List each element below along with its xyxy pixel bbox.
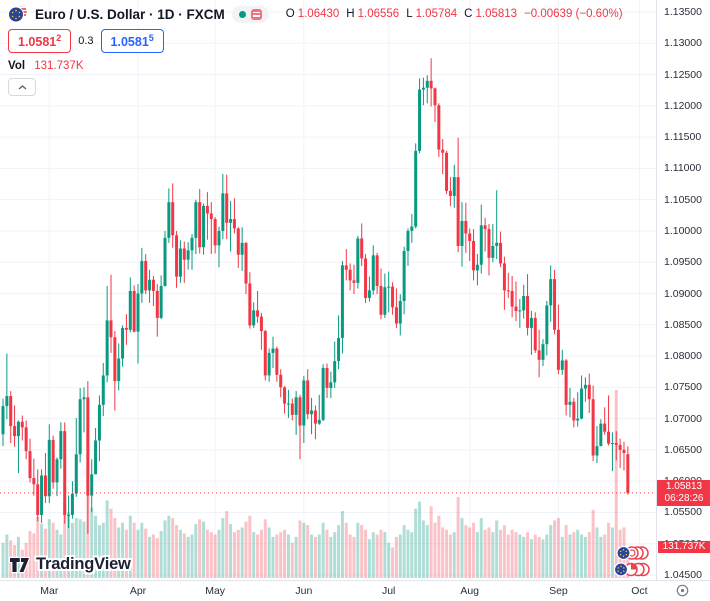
price-tick-label: 1.13500 [664,6,702,18]
time-tick-label: Mar [40,585,59,597]
price-tick-label: 1.11500 [664,131,702,144]
low-value: 1.05784 [415,8,458,20]
sell-button[interactable]: 1.05812 [8,29,72,54]
price-tick-label: 1.11000 [664,162,702,175]
tradingview-glyph-icon [8,556,30,574]
time-tick-label: Aug [460,585,480,597]
volume-legend: Vol 131.737K [8,60,623,72]
price-tick-label: 1.08000 [664,350,702,363]
time-tick-label: Jul [381,585,396,597]
price-tick-label: 1.05500 [664,506,702,519]
volume-axis-label: 131.737K [658,541,710,554]
time-tick-label: Apr [129,585,147,597]
event-markers-row1-icon[interactable] [615,545,651,561]
spread-value: 0.3 [78,35,94,48]
volume-value: 131.737K [34,60,84,73]
chart-plot[interactable] [0,0,656,580]
price-tick-label: 1.09000 [664,287,702,300]
buy-button[interactable]: 1.05815 [100,29,164,54]
scale-settings-icon[interactable] [676,584,689,597]
time-tick-label: Oct [631,585,648,597]
change-value: −0.00639 (−0.60%) [524,8,623,20]
time-tick-label: Jun [295,585,313,597]
legend-collapse-button[interactable] [8,78,36,97]
open-value: 1.06430 [297,8,340,20]
open-label: O [285,8,295,20]
bar-countdown: 06:28:26 [664,492,704,504]
price-axis[interactable]: 1.05813 06:28:26 131.737K 1.13500 1.13000… [656,0,710,581]
last-price-label: 1.05813 06:28:26 [657,479,710,506]
chart-legend: Euro / U.S. Dollar · 1D · FXCM O 1.06430… [8,4,623,97]
time-tick-label: May [205,585,226,597]
price-tick-label: 1.10500 [664,193,702,206]
tradingview-logo-text: TradingView [36,554,131,573]
price-tick-label: 1.06500 [664,443,702,456]
price-tick-label: 1.12000 [664,99,702,112]
price-tick-label: 1.07500 [664,381,702,394]
ohlc-readout: O 1.06430 H 1.06556 L 1.05784 C 1.05813 … [286,8,623,20]
price-tick-label: 1.08500 [664,318,702,331]
symbol-title[interactable]: Euro / U.S. Dollar · 1D · FXCM [35,6,225,22]
event-markers-row2-icon[interactable] [612,561,652,578]
last-price-value: 1.05813 [665,480,703,492]
price-tick-label: 1.10000 [664,224,702,237]
market-status-pill[interactable] [231,5,269,23]
tradingview-logo[interactable]: TradingView [8,553,131,575]
chevron-up-icon [18,84,26,90]
price-tick-label: 1.13000 [664,37,702,50]
volume-label: Vol [8,60,26,73]
high-label: H [346,8,355,20]
price-tick-label: 1.07000 [664,412,702,425]
high-value: 1.06556 [357,8,400,20]
market-open-icon [238,10,246,18]
delayed-data-icon [250,8,262,20]
close-value: 1.05813 [475,8,518,20]
low-label: L [406,8,413,20]
price-tick-label: 1.04500 [664,569,702,581]
symbol-flag-icon [8,6,27,23]
time-tick-label: Sep [549,585,568,597]
price-tick-label: 1.09500 [664,256,702,269]
time-axis[interactable]: Mar Apr May Jun Jul Aug Sep Oct [0,580,710,601]
price-tick-label: 1.12500 [664,68,702,81]
close-label: C [464,8,473,20]
